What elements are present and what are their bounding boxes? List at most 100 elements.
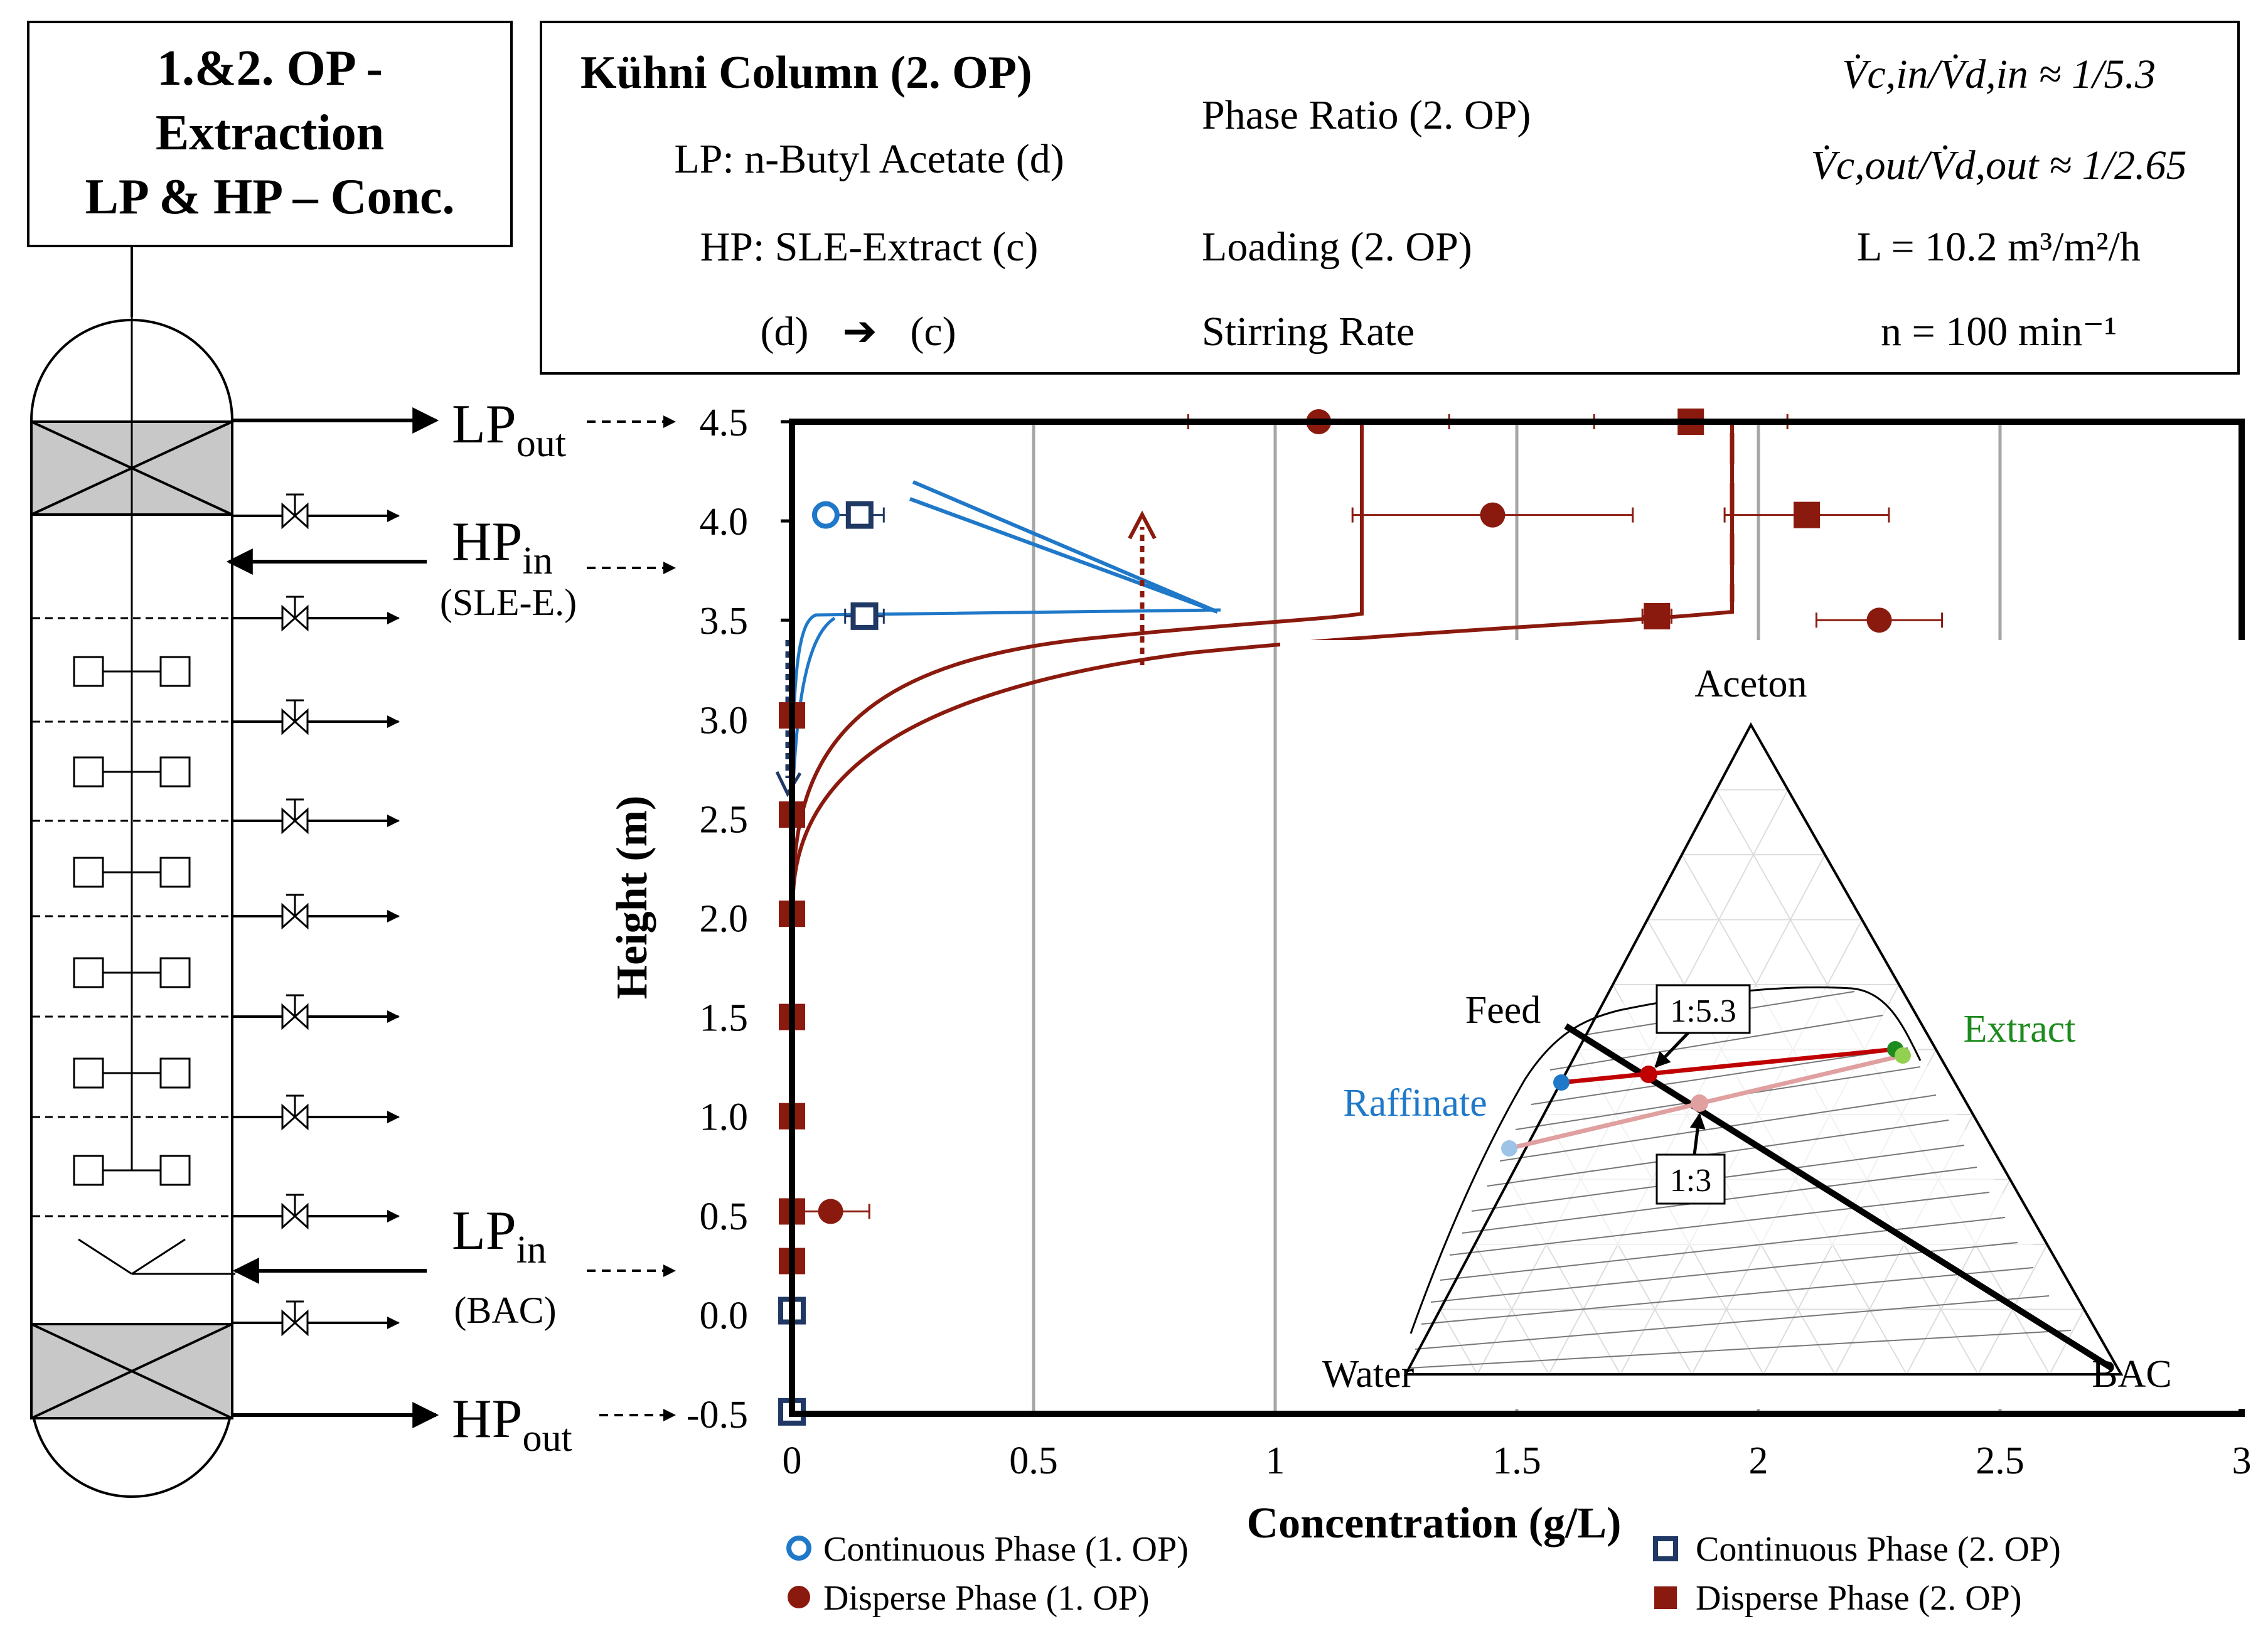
disperse-profile-1op xyxy=(791,422,1364,1421)
stirrer-blade xyxy=(159,857,191,888)
info-stirring-value: n = 100 min⁻¹ xyxy=(1881,309,2117,355)
continuous-profile-upper xyxy=(790,608,1221,816)
info-ratio-in: V̇c,in/V̇d,in ≈ 1/5.3 xyxy=(1842,51,2156,97)
raffinate-point-light xyxy=(1501,1140,1517,1157)
ratio-callout-box xyxy=(1656,984,1751,1034)
apex-bac-label: BAC xyxy=(2092,1353,2171,1396)
sample-valve-icon xyxy=(232,798,400,835)
legend-label: Disperse Phase (1. OP) xyxy=(823,1579,1149,1618)
continuous-inlet-line xyxy=(909,480,1219,614)
sample-valve-icon xyxy=(232,994,400,1030)
ternary-diagram: 1:5.3 1:3 Aceton Water BAC Feed Raffinat… xyxy=(1280,640,2247,1409)
info-stirring-label: Stirring Rate xyxy=(1202,309,1415,355)
tie-line xyxy=(1487,1120,1949,1187)
distributor xyxy=(131,1238,186,1275)
legend-item: Disperse Phase (2. OP) xyxy=(1654,1579,2021,1618)
continuous-2op-point xyxy=(850,602,879,630)
disperse-1op-point xyxy=(1866,607,1892,633)
stirrer-blade xyxy=(73,656,104,687)
ratio-label-1: 1:5.3 xyxy=(1670,993,1736,1029)
mixing-point-1-5-3 xyxy=(1640,1066,1657,1083)
x-tick-label: 0.5 xyxy=(1009,1440,1058,1482)
tie-line xyxy=(1531,1047,1908,1105)
column-label-line3: LP & HP – Conc. xyxy=(85,169,455,225)
info-box-frame xyxy=(540,21,2240,375)
column-label-box xyxy=(27,21,513,247)
chart-legend: Continuous Phase (1. OP) Disperse Phase … xyxy=(786,1530,2061,1618)
info-phase-ratio-label: Phase Ratio (2. OP) xyxy=(1202,92,1531,138)
y-tick-label: 3.5 xyxy=(700,600,749,643)
x-tick-label: 2.5 xyxy=(1976,1440,2025,1482)
column-schematic xyxy=(27,21,676,1498)
tie-line xyxy=(1408,1330,2072,1369)
x-tick-label: 1 xyxy=(1266,1440,1285,1482)
info-ratio-out: V̇c,out/V̇d,out ≈ 1/2.65 xyxy=(1811,142,2187,188)
hp-in-note: (SLE-E.) xyxy=(440,582,577,623)
legend-open-square-icon xyxy=(1653,1536,1678,1561)
disperse-1op-point xyxy=(818,1199,843,1224)
legend-item: Continuous Phase (2. OP) xyxy=(1653,1530,2061,1569)
legend-label: Continuous Phase (2. OP) xyxy=(1696,1530,2061,1569)
stirrer-blade xyxy=(73,756,104,788)
y-tick-label: 1.5 xyxy=(700,997,749,1040)
ratio-callout-arrow xyxy=(1689,1113,1706,1155)
stirrer-blade xyxy=(159,957,191,988)
y-tick-label: 0.0 xyxy=(700,1295,749,1337)
extract-label: Extract xyxy=(1963,1008,2075,1050)
lp-in-label: LPin xyxy=(452,1200,547,1271)
feed-line xyxy=(1564,1023,2114,1371)
sample-valve-icon xyxy=(232,493,400,530)
tie-line xyxy=(1499,1094,1937,1162)
feed-label: Feed xyxy=(1465,989,1541,1032)
y-tick-label: 0.5 xyxy=(700,1195,749,1238)
info-loading-label: Loading (2. OP) xyxy=(1202,224,1472,270)
stirrer-blade xyxy=(159,1155,191,1186)
lp-in-note: (BAC) xyxy=(454,1290,556,1331)
stirrer-blade xyxy=(159,756,191,788)
info-hp: HP: SLE-Extract (c) xyxy=(700,224,1039,270)
y-tick-labels: -0.5 0.0 0.5 1.0 1.5 2.0 2.5 3.0 3.5 4.0 4.5 xyxy=(687,402,748,1436)
flow-arrow-icon: ➔ xyxy=(842,309,877,355)
legend-open-circle-icon xyxy=(786,1536,811,1561)
tie-line xyxy=(1421,1267,2034,1325)
legend-filled-square-icon xyxy=(1654,1586,1677,1609)
column-label-line1: 1.&2. OP - xyxy=(157,41,383,96)
apex-water-label: Water xyxy=(1322,1353,1415,1396)
stirrer-blade xyxy=(73,1057,104,1089)
concentration-chart: 0 0.5 1 1.5 2 2.5 3 -0.5 0.0 0.5 1.0 1.5 2.0 2.5 3.0 3… xyxy=(608,402,2252,1618)
x-tick-label: 2 xyxy=(1749,1440,1768,1482)
distributor xyxy=(78,1238,132,1275)
disperse-2op-point xyxy=(1644,602,1671,629)
lp-out-label: LPout xyxy=(452,394,566,465)
apex-aceton-label: Aceton xyxy=(1694,663,1807,705)
sample-valve-icon xyxy=(232,1194,400,1230)
legend-item: Continuous Phase (1. OP) xyxy=(786,1530,1189,1569)
x-tick-label: 0 xyxy=(783,1440,802,1482)
continuous-1op-point xyxy=(811,501,840,529)
stirrer-blade xyxy=(73,857,104,888)
y-tick-label: 3.0 xyxy=(700,699,749,742)
hp-out-label: HPout xyxy=(452,1389,572,1460)
ratio-label-2: 1:3 xyxy=(1670,1163,1711,1199)
tie-line-1-5-3 xyxy=(1561,1047,1896,1085)
sample-valve-icon xyxy=(232,699,400,735)
disperse-2op-point xyxy=(1794,501,1820,528)
info-loading-value: L = 10.2 m³/m²/h xyxy=(1857,224,2141,270)
legend-filled-circle-icon xyxy=(788,1586,810,1608)
bottom-packing-cross xyxy=(31,1323,233,1419)
legend-label: Continuous Phase (1. OP) xyxy=(823,1530,1189,1569)
column-label: 1.&2. OP - Extraction LP & HP – Conc. xyxy=(85,41,455,225)
mixing-point-1-3 xyxy=(1691,1094,1708,1112)
ratio-callout-arrow xyxy=(1654,1032,1689,1068)
info-flow-to: (c) xyxy=(910,309,956,355)
sample-valve-icon xyxy=(232,596,400,632)
compartments xyxy=(33,617,231,1217)
x-axis-label: Concentration (g/L) xyxy=(1247,1499,1622,1547)
y-tick-label: 4.0 xyxy=(700,501,749,543)
y-axis-label: Height (m) xyxy=(608,796,656,1000)
y-tick-label: 2.0 xyxy=(700,898,749,941)
stream-labels: LPout HPin (SLE-E.) LPin (BAC) HPout xyxy=(440,394,577,1460)
downward-flow-arrowhead xyxy=(775,771,802,798)
sample-valve-icon xyxy=(232,1300,400,1337)
